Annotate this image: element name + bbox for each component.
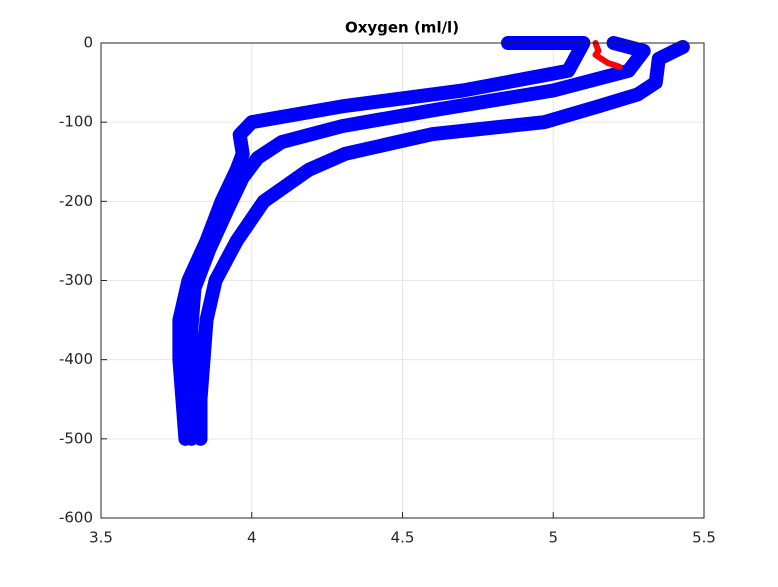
y-tick-label: -500 [59,429,93,447]
marks [172,36,690,446]
profile-line [172,36,591,446]
y-tick-label: -400 [59,350,93,368]
x-tick-label: 5 [548,529,558,547]
y-tick-label: -300 [59,271,93,289]
y-tick-label: -600 [59,509,93,527]
profile-line [193,39,690,446]
chart-title: Oxygen (ml/l) [345,19,459,37]
labels: 3.5 4 4.5 5 5.5 -600 -500 -400 -300 -200 -100 0 [59,34,716,547]
profile-line [184,36,651,446]
y-tick-label: 0 [83,34,93,52]
y-tick-label: -100 [59,113,93,131]
x-tick-label: 4.5 [391,529,415,547]
x-tick-label: 5.5 [692,529,716,547]
y-tick-label: -200 [59,192,93,210]
x-tick-label: 4 [247,529,257,547]
x-tick-label: 3.5 [89,529,113,547]
profile-line [592,40,623,70]
